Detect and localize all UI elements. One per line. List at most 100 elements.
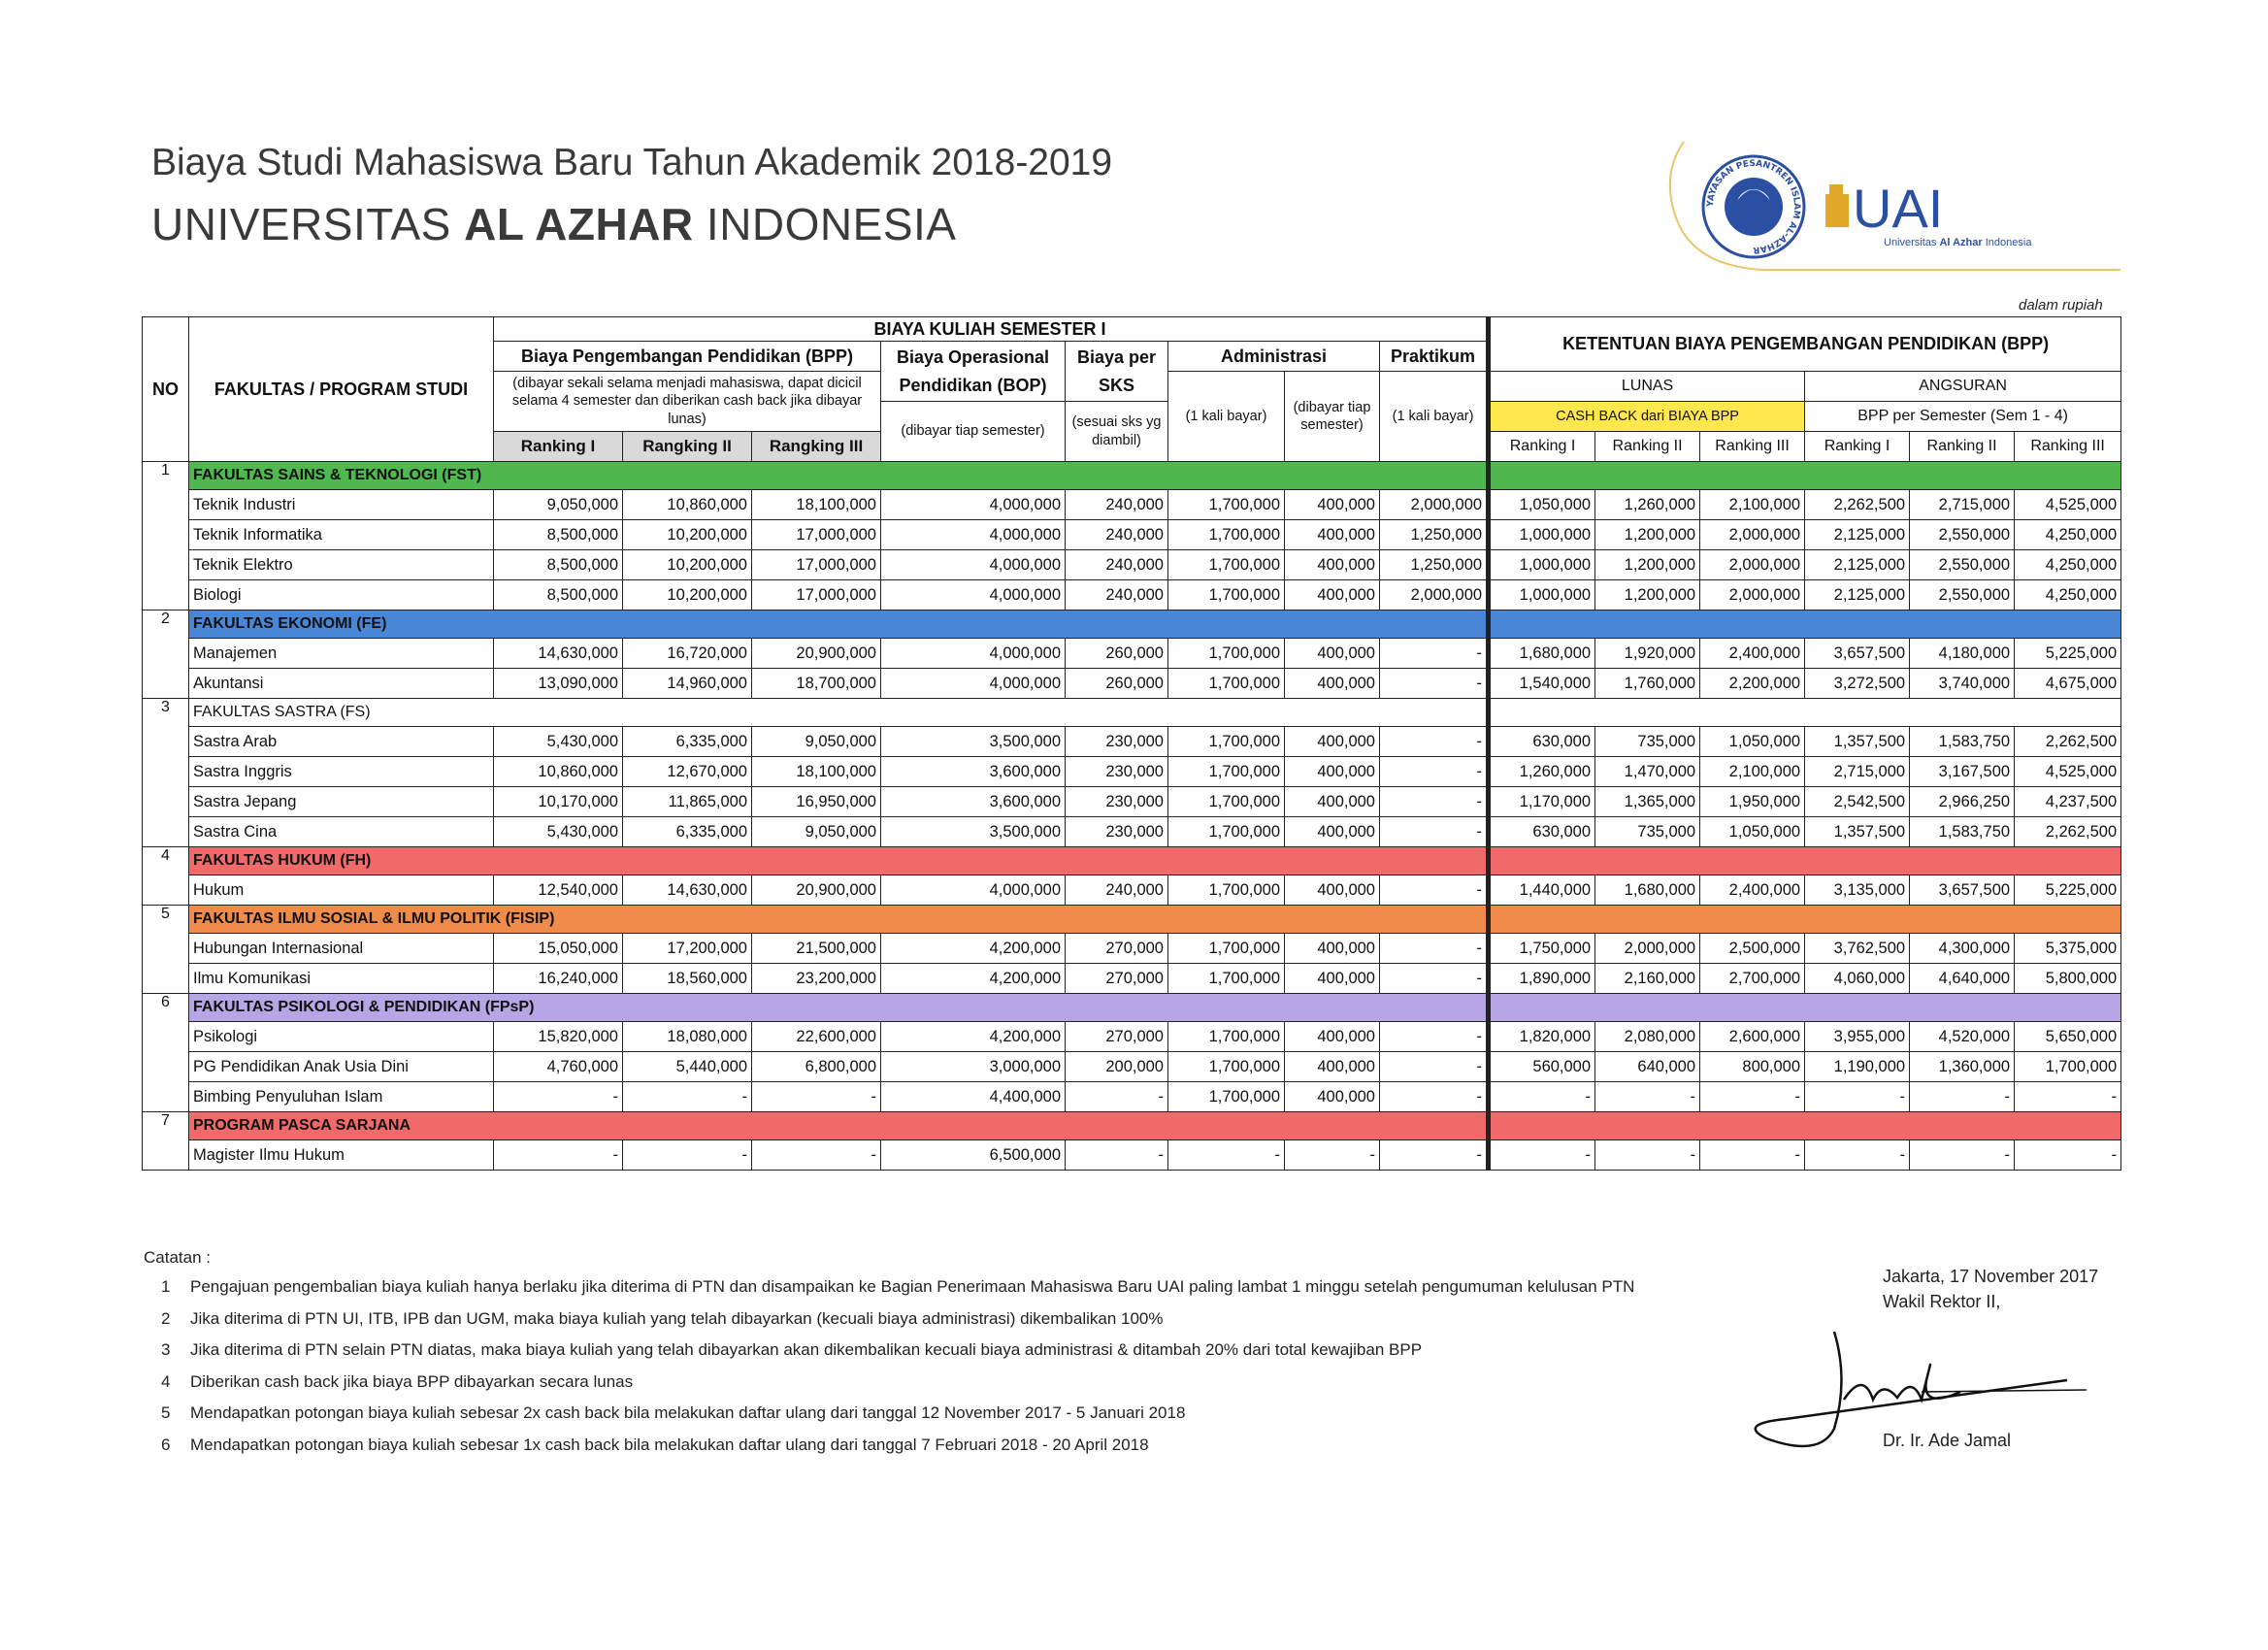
fee-cell: 1,250,000 bbox=[1378, 549, 1490, 580]
fee-cell: 1,540,000 bbox=[1486, 668, 1596, 699]
fee-cell: 240,000 bbox=[1065, 874, 1168, 906]
fee-cell: 240,000 bbox=[1065, 549, 1168, 580]
fee-cell: 400,000 bbox=[1284, 579, 1380, 610]
faculty-band bbox=[1486, 993, 2122, 1022]
note-item: 5 Mendapatkan potongan biaya kuliah sebes… bbox=[144, 1403, 1634, 1436]
fee-cell: 400,000 bbox=[1284, 1081, 1380, 1112]
faculty-band bbox=[1486, 905, 2122, 934]
fee-cell: 4,400,000 bbox=[880, 1081, 1066, 1112]
fee-cell: 4,000,000 bbox=[880, 638, 1066, 669]
fee-cell: 1,260,000 bbox=[1594, 489, 1701, 520]
fee-cell: 3,657,500 bbox=[1909, 874, 2016, 906]
fee-cell: 4,000,000 bbox=[880, 519, 1066, 550]
fee-cell: 1,950,000 bbox=[1699, 786, 1806, 817]
fee-cell: 6,335,000 bbox=[622, 816, 752, 847]
fee-cell: 4,300,000 bbox=[1909, 933, 2016, 964]
faculty-name: FAKULTAS SAINS & TEKNOLOGI (FST) bbox=[187, 461, 1490, 490]
fee-cell: 17,000,000 bbox=[751, 519, 881, 550]
fee-cell: 1,700,000 bbox=[1167, 489, 1285, 520]
fee-cell: 1,360,000 bbox=[1909, 1051, 2016, 1082]
fee-cell: 3,657,500 bbox=[1804, 638, 1911, 669]
logo-sub: Indonesia bbox=[1983, 237, 2033, 248]
fee-cell: 2,000,000 bbox=[1378, 579, 1490, 610]
program-name: Sastra Cina bbox=[188, 816, 494, 847]
admin-header: Administrasi bbox=[1167, 341, 1380, 372]
fee-cell: 1,000,000 bbox=[1486, 519, 1596, 550]
fee-cell: 400,000 bbox=[1284, 726, 1380, 757]
fee-cell: 12,670,000 bbox=[622, 756, 752, 787]
fee-cell: 1,050,000 bbox=[1699, 816, 1806, 847]
col-no: NO bbox=[142, 316, 189, 462]
fee-cell: 2,262,500 bbox=[1804, 489, 1911, 520]
fee-cell: 2,715,000 bbox=[1909, 489, 2016, 520]
fee-cell: 8,500,000 bbox=[493, 549, 623, 580]
fee-cell: 2,700,000 bbox=[1699, 963, 1806, 994]
fee-cell: 2,160,000 bbox=[1594, 963, 1701, 994]
fee-cell: 1,170,000 bbox=[1486, 786, 1596, 817]
fee-cell: - bbox=[2014, 1081, 2122, 1112]
fee-cell: 1,440,000 bbox=[1486, 874, 1596, 906]
fee-cell: 1,700,000 bbox=[1167, 1021, 1285, 1052]
fee-cell: 230,000 bbox=[1065, 786, 1168, 817]
fee-cell: 2,000,000 bbox=[1699, 579, 1806, 610]
faculty-band bbox=[1486, 461, 2122, 490]
admin-note-semester: (dibayar tiap semester) bbox=[1284, 371, 1380, 462]
note-text: Pengajuan pengembalian biaya kuliah hany… bbox=[190, 1277, 1635, 1296]
fee-cell: 800,000 bbox=[1699, 1051, 1806, 1082]
angsuran-rank3-header: Ranking III bbox=[2014, 431, 2122, 462]
fee-cell: 1,700,000 bbox=[1167, 668, 1285, 699]
fee-cell: 6,335,000 bbox=[622, 726, 752, 757]
fee-cell: - bbox=[1167, 1139, 1285, 1171]
note-index: 1 bbox=[161, 1277, 171, 1296]
fee-cell: - bbox=[1804, 1081, 1911, 1112]
program-name: Magister Ilmu Hukum bbox=[188, 1139, 494, 1171]
fee-cell: 1,200,000 bbox=[1594, 579, 1701, 610]
fee-cell: 2,500,000 bbox=[1699, 933, 1806, 964]
signer-role: Wakil Rektor II, bbox=[1883, 1292, 2001, 1311]
fee-cell: 18,560,000 bbox=[622, 963, 752, 994]
fee-cell: 1,700,000 bbox=[1167, 638, 1285, 669]
lunas-rank3-header: Ranking III bbox=[1699, 431, 1806, 462]
fee-cell: 22,600,000 bbox=[751, 1021, 881, 1052]
fee-cell: 1,200,000 bbox=[1594, 519, 1701, 550]
fee-cell: 16,720,000 bbox=[622, 638, 752, 669]
logo-graphic: YAYASAN PESANTREN ISLAM AL-AZHAR UAI Uni… bbox=[1668, 141, 2120, 271]
fee-cell: 4,000,000 bbox=[880, 549, 1066, 580]
faculty-band bbox=[1486, 1111, 2122, 1140]
fee-cell: 1,583,750 bbox=[1909, 726, 2016, 757]
fee-cell: 14,630,000 bbox=[622, 874, 752, 906]
fee-cell: 400,000 bbox=[1284, 549, 1380, 580]
program-row: Biologi 8,500,000 10,200,000 17,000,000 4,00… bbox=[143, 579, 2122, 610]
faculty-row: 4 FAKULTAS HUKUM (FH) bbox=[142, 846, 2122, 906]
fee-table: NO FAKULTAS / PROGRAM STUDI BIAYA KULIAH… bbox=[142, 316, 2122, 1171]
faculty-band bbox=[1486, 698, 2122, 727]
fee-cell: 1,890,000 bbox=[1486, 963, 1596, 994]
fee-cell: 5,440,000 bbox=[622, 1051, 752, 1082]
document-title: Biaya Studi Mahasiswa Baru Tahun Akademi… bbox=[151, 142, 1113, 183]
fee-cell: 5,225,000 bbox=[2014, 638, 2122, 669]
sks-header: Biaya per SKS bbox=[1065, 341, 1168, 402]
program-row: PG Pendidikan Anak Usia Dini 4,760,000 5,4… bbox=[143, 1051, 2122, 1082]
program-name: Hukum bbox=[188, 874, 494, 906]
fee-cell: 1,700,000 bbox=[1167, 874, 1285, 906]
fee-cell: 4,180,000 bbox=[1909, 638, 2016, 669]
fee-cell: 2,715,000 bbox=[1804, 756, 1911, 787]
fee-cell: 3,955,000 bbox=[1804, 1021, 1911, 1052]
fee-cell: 1,750,000 bbox=[1486, 933, 1596, 964]
fee-cell: 11,865,000 bbox=[622, 786, 752, 817]
program-name: Teknik Industri bbox=[188, 489, 494, 520]
faculty-name: FAKULTAS HUKUM (FH) bbox=[187, 846, 1490, 875]
fee-cell: 2,000,000 bbox=[1378, 489, 1490, 520]
program-row: Hubungan Internasional 15,050,000 17,200,0… bbox=[143, 933, 2122, 964]
bpp-rank2-header: Rangking II bbox=[622, 431, 752, 462]
logo-brand: UAI bbox=[1853, 178, 1943, 239]
fee-cell: 1,000,000 bbox=[1486, 549, 1596, 580]
fee-cell: - bbox=[1378, 1139, 1490, 1171]
fee-cell: - bbox=[1486, 1139, 1596, 1171]
program-row: Sastra Cina 5,430,000 6,335,000 9,050,000 3,… bbox=[143, 816, 2122, 847]
fee-cell: 2,400,000 bbox=[1699, 874, 1806, 906]
fee-cell: 10,200,000 bbox=[622, 549, 752, 580]
faculty-name: FAKULTAS PSIKOLOGI & PENDIDIKAN (FPsP) bbox=[187, 993, 1490, 1022]
note-index: 5 bbox=[161, 1403, 171, 1422]
fee-cell: 20,900,000 bbox=[751, 874, 881, 906]
